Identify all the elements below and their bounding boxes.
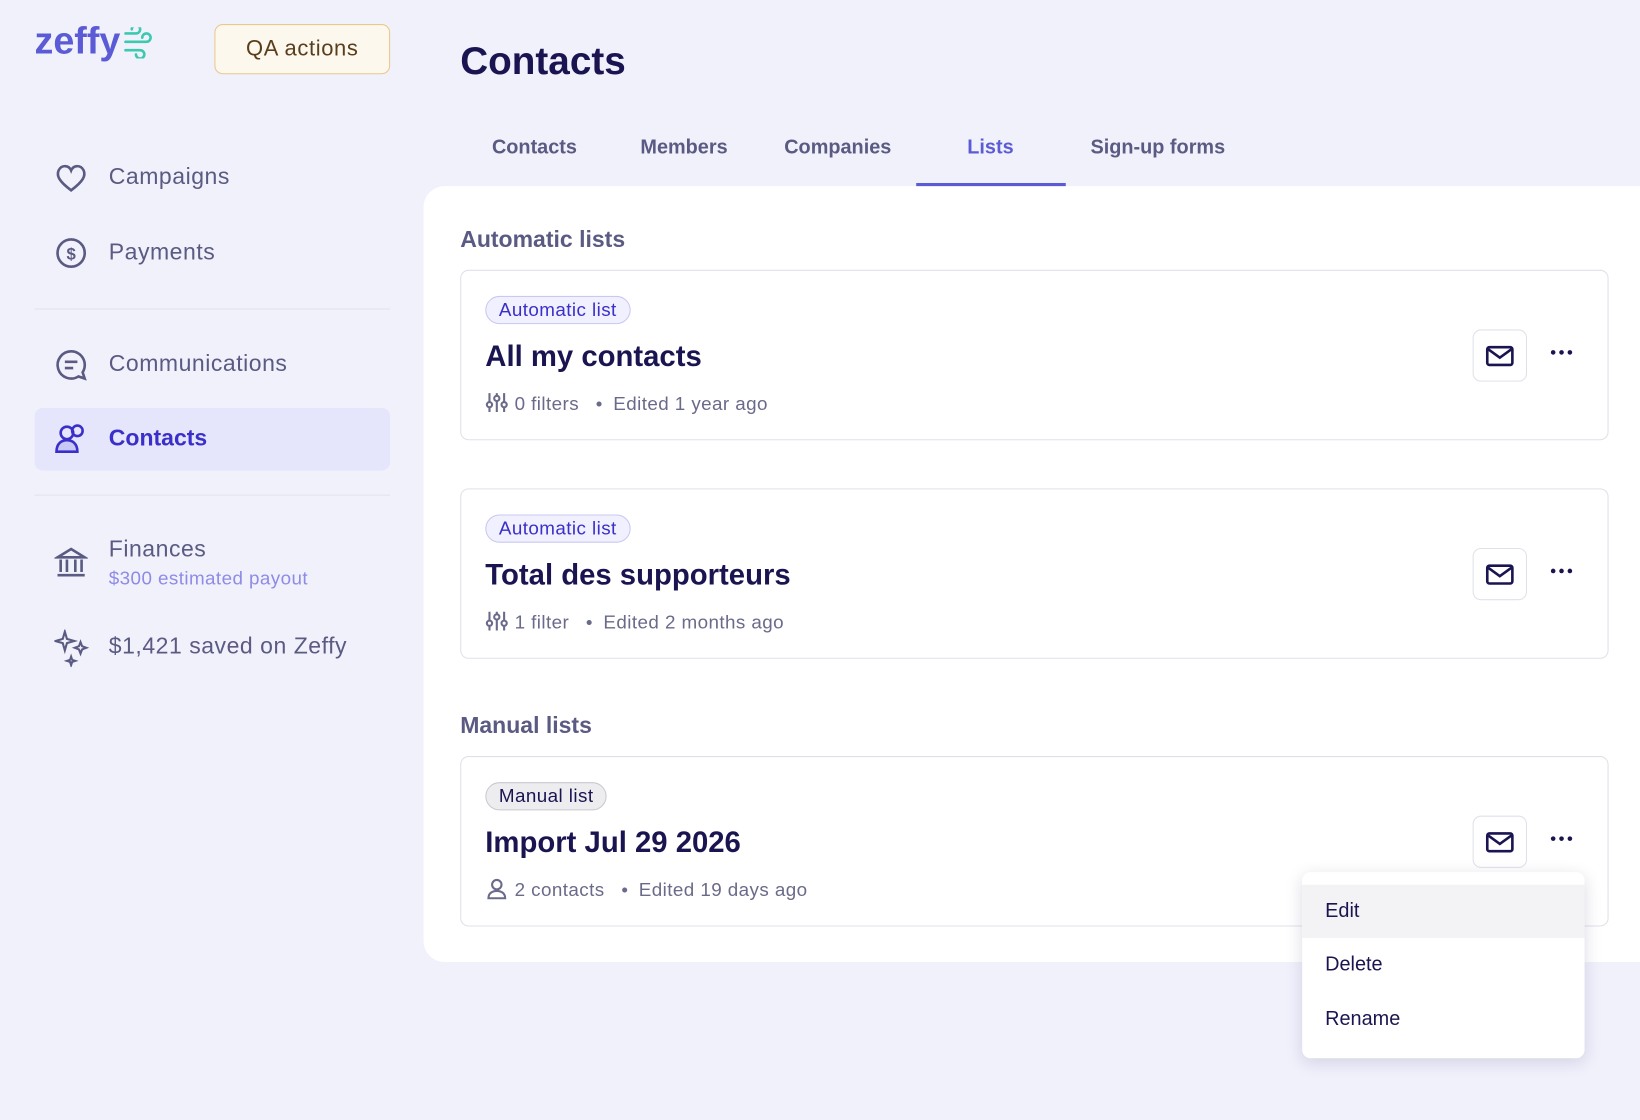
icon-filter xyxy=(485,393,508,413)
menu-item[interactable]: Edit xyxy=(1302,884,1585,938)
separator: • xyxy=(585,611,593,633)
icon-filter xyxy=(485,611,508,631)
list-card[interactable]: Automatic list Total des supporteurs 1 f… xyxy=(460,488,1609,659)
nav-finances-sub: $300 estimated payout xyxy=(108,567,309,589)
tab-active[interactable]: Lists xyxy=(967,136,1014,159)
nav-campaigns[interactable]: Campaigns xyxy=(108,163,230,190)
qa-button[interactable]: QA actions xyxy=(214,24,391,75)
list-meta: 0 filters • Edited 1 year ago xyxy=(485,391,768,415)
list-count: 2 contacts xyxy=(514,879,605,901)
icon-bank xyxy=(54,547,88,577)
nav-payments[interactable]: Payments xyxy=(108,238,216,265)
list-edited: Edited 2 months ago xyxy=(603,611,785,633)
tab[interactable]: Contacts xyxy=(491,136,577,159)
more-button[interactable] xyxy=(1549,828,1574,849)
list-meta: 1 filter • Edited 2 months ago xyxy=(485,610,784,634)
email-button[interactable] xyxy=(1472,329,1528,382)
nav-communications[interactable]: Communications xyxy=(108,350,288,377)
icon-mail xyxy=(1485,832,1514,853)
badge: Automatic list xyxy=(485,514,631,543)
nav-active-bg xyxy=(34,407,391,471)
icon-sparkle xyxy=(54,629,90,668)
list-name[interactable]: All my contacts xyxy=(485,339,702,373)
email-button[interactable] xyxy=(1472,547,1528,601)
icon-heart xyxy=(56,164,86,192)
list-card[interactable]: Automatic list All my contacts 0 filters… xyxy=(460,269,1609,441)
menu-item[interactable]: Delete xyxy=(1325,953,1383,976)
icon-contacts xyxy=(55,424,84,454)
icon-chat xyxy=(56,350,87,381)
list-name[interactable]: Total des supporteurs xyxy=(485,558,791,591)
nav-contacts[interactable]: Contacts xyxy=(108,424,208,451)
more-button[interactable] xyxy=(1549,342,1574,363)
logo[interactable]: zeffy xyxy=(34,18,121,62)
list-name[interactable]: Import Jul 29 2026 xyxy=(485,826,741,859)
list-count: 1 filter xyxy=(514,611,570,633)
icon-mail xyxy=(1485,345,1514,367)
menu-item[interactable]: Rename xyxy=(1325,1008,1401,1031)
icon-mail xyxy=(1485,564,1514,585)
svg-text:$: $ xyxy=(66,244,76,263)
separator: • xyxy=(595,393,603,415)
email-button[interactable] xyxy=(1472,815,1528,868)
icon-payments: $ xyxy=(56,238,87,268)
icon-person xyxy=(487,878,507,900)
dropdown-menu: Edit Delete Rename xyxy=(1302,872,1585,1059)
tab-underline xyxy=(916,182,1066,187)
logo-icon xyxy=(124,27,152,59)
page-title: Contacts xyxy=(460,39,626,83)
divider xyxy=(34,494,391,496)
badge: Manual list xyxy=(485,782,608,811)
nav-saved[interactable]: $1,421 saved on Zeffy xyxy=(108,632,348,659)
section-title: Automatic lists xyxy=(460,225,626,253)
list-edited: Edited 1 year ago xyxy=(613,393,768,415)
tab[interactable]: Sign-up forms xyxy=(1090,136,1226,159)
list-edited: Edited 19 days ago xyxy=(638,879,808,901)
tab[interactable]: Companies xyxy=(784,136,892,159)
more-button[interactable] xyxy=(1549,560,1574,581)
separator: • xyxy=(621,879,629,901)
list-count: 0 filters xyxy=(514,393,580,415)
divider xyxy=(34,308,391,310)
nav-finances[interactable]: Finances xyxy=(108,535,207,562)
section-title: Manual lists xyxy=(460,712,592,739)
badge: Automatic list xyxy=(485,295,631,325)
list-meta: 2 contacts • Edited 19 days ago xyxy=(485,877,807,901)
tab[interactable]: Members xyxy=(640,136,728,159)
